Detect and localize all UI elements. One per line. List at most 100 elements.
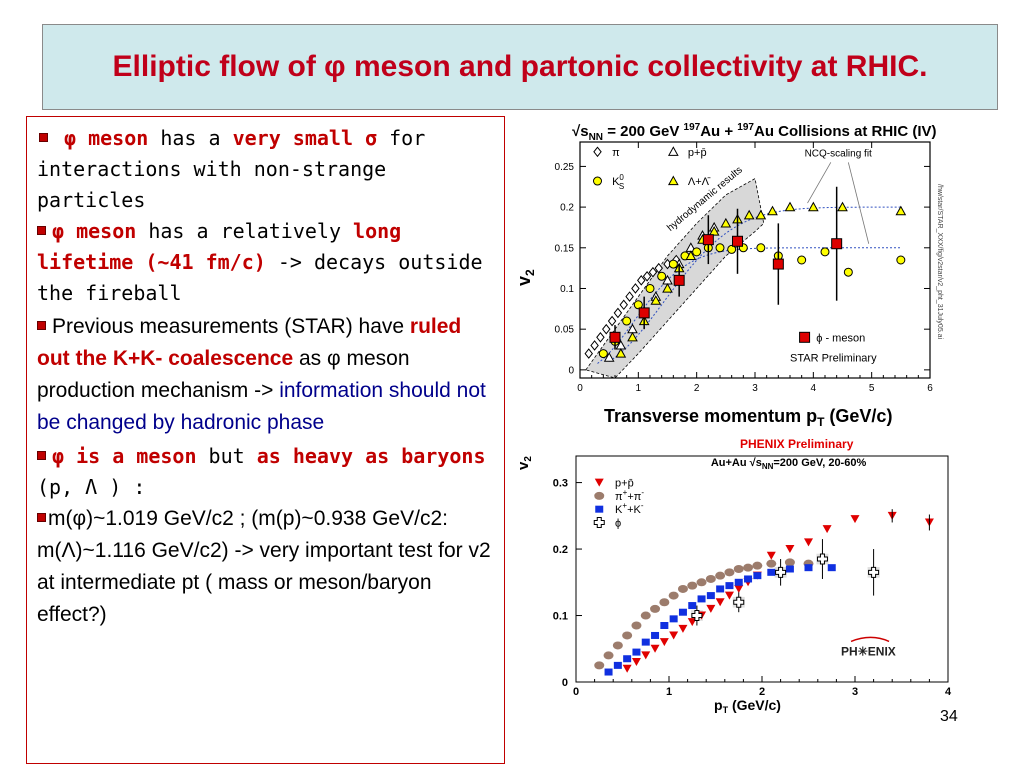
data-point xyxy=(651,631,660,639)
y-tick-label: 0 xyxy=(568,365,574,376)
data-point xyxy=(637,275,646,286)
legend-proton-marker xyxy=(667,146,679,156)
data-point xyxy=(648,266,658,278)
data-point xyxy=(743,563,754,572)
x-tick-label: 4 xyxy=(811,383,817,394)
data-point xyxy=(696,578,707,587)
bullet-3: Previous measurements (STAR) have ruled … xyxy=(37,311,496,439)
data-point xyxy=(622,631,633,640)
data-point xyxy=(785,565,794,573)
legend-pion-marker xyxy=(594,491,605,500)
data-point xyxy=(669,615,678,623)
data-point xyxy=(850,515,860,524)
y-tick-label: 0.3 xyxy=(553,478,568,490)
data-point xyxy=(678,608,687,616)
chart1-xlabel: Transverse momentum pT (GeV/c) xyxy=(604,406,892,428)
data-point xyxy=(607,315,617,327)
data-point xyxy=(650,644,660,653)
data-point xyxy=(677,584,688,593)
data-point xyxy=(752,561,763,570)
legend-kaon-marker xyxy=(595,505,604,513)
data-point xyxy=(654,262,663,274)
data-point xyxy=(715,243,725,253)
data-point xyxy=(753,572,762,580)
data-point xyxy=(706,592,715,600)
data-point xyxy=(612,641,623,650)
data-point xyxy=(820,247,830,257)
data-point xyxy=(645,283,655,293)
legend-pion-label: π xyxy=(612,147,620,159)
data-point xyxy=(633,300,643,310)
data-point xyxy=(623,655,632,663)
data-point xyxy=(641,651,651,660)
data-point xyxy=(772,258,784,270)
legend-pion-label: π++π- xyxy=(615,488,644,503)
data-point xyxy=(831,238,843,250)
data-point xyxy=(716,585,725,593)
x-tick-label: 0 xyxy=(577,383,583,394)
data-point xyxy=(715,571,726,580)
data-point xyxy=(785,545,795,554)
bullet-text: has a xyxy=(148,126,233,150)
data-point xyxy=(609,331,621,343)
legend-lambda-marker xyxy=(667,175,679,186)
data-point xyxy=(804,538,813,547)
data-point xyxy=(668,259,678,269)
data-point xyxy=(766,551,776,560)
bullet-2: φ meson has a relatively long lifetime (… xyxy=(37,216,496,309)
data-point xyxy=(590,340,599,351)
ncq-pointer xyxy=(847,162,870,244)
data-point xyxy=(613,661,622,669)
chart1-ylabel: v2 xyxy=(514,269,537,286)
data-point xyxy=(622,316,632,326)
data-point xyxy=(724,568,735,577)
bullet-4: φ is a meson but as heavy as baryons (p,… xyxy=(37,441,496,503)
data-point xyxy=(619,299,628,311)
y-tick-label: 0.1 xyxy=(553,611,568,623)
data-point xyxy=(797,255,807,265)
data-point xyxy=(766,559,777,568)
data-point xyxy=(784,201,796,212)
square-bullet-icon xyxy=(37,321,46,330)
chart2-ylabel: v2 xyxy=(515,456,534,470)
data-point xyxy=(837,201,848,212)
data-point xyxy=(692,247,702,257)
data-point xyxy=(598,349,608,359)
data-point xyxy=(784,558,795,567)
data-point xyxy=(613,307,623,319)
data-point xyxy=(615,348,627,358)
data-point xyxy=(804,564,813,572)
y-tick-label: 0 xyxy=(562,677,568,689)
phenix-logo: PH✳ENIX xyxy=(841,644,896,658)
data-point xyxy=(744,575,753,583)
legend-proton-marker xyxy=(594,478,604,487)
x-tick-label: 2 xyxy=(694,383,700,394)
data-point xyxy=(896,255,906,265)
data-point xyxy=(603,651,614,660)
phenix-logo-arc xyxy=(850,636,890,643)
bullet-text: for interactions with non-strange partic… xyxy=(37,126,426,212)
data-point xyxy=(584,348,593,359)
data-point xyxy=(660,622,669,629)
legend-pion-marker xyxy=(593,146,602,158)
bullet-text: as φ meson production mechanism -> xyxy=(37,347,410,402)
square-bullet-icon xyxy=(39,133,48,142)
legend-kaon-label: K++K- xyxy=(615,501,644,516)
data-point xyxy=(895,205,907,216)
data-point xyxy=(638,307,650,319)
y-tick-label: 0.25 xyxy=(555,162,575,173)
square-bullet-icon xyxy=(37,513,46,522)
bullet-text: m(φ)~1.019 GeV/c2 ; (m(p)~0.938 GeV/c2: … xyxy=(37,507,491,626)
data-point xyxy=(659,638,669,647)
page-number: 34 xyxy=(940,708,958,725)
data-point xyxy=(622,664,632,673)
x-tick-label: 2 xyxy=(759,686,765,698)
data-point xyxy=(632,648,641,656)
legend-phi-label: ϕ xyxy=(615,517,621,529)
chart2-subtitle: Au+Au √sNN=200 GeV, 20-60% xyxy=(711,457,867,471)
legend-proton-label: p+p̄ xyxy=(688,147,707,159)
chart1-title: √sNN = 200 GeV 197Au + 197Au Collisions … xyxy=(572,122,937,143)
as-heavy-text: as heavy as baryons xyxy=(256,444,486,468)
x-tick-label: 4 xyxy=(945,686,952,698)
ncq-fit-baryon xyxy=(608,206,901,362)
